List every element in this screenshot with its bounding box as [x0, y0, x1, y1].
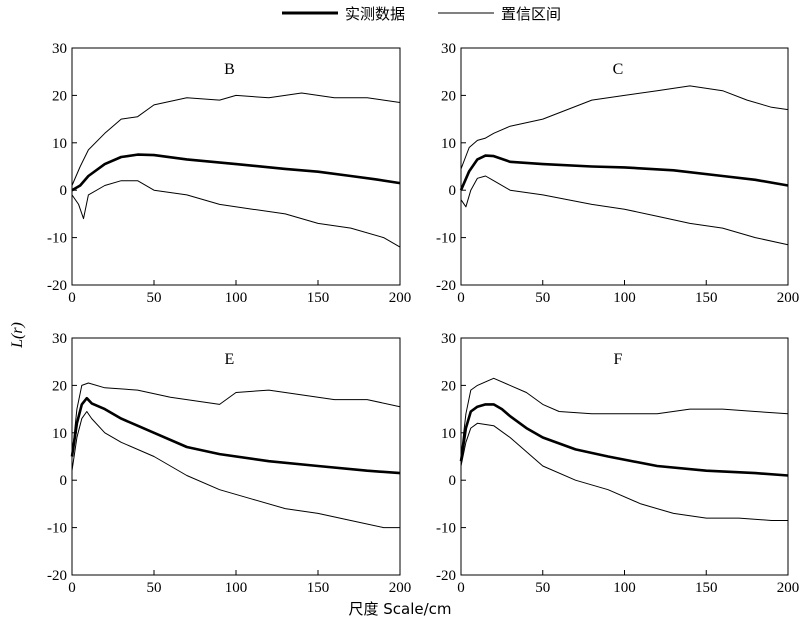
- x-tick-label: 150: [695, 580, 718, 596]
- x-tick-label: 150: [307, 580, 330, 596]
- x-tick-label: 150: [307, 290, 330, 306]
- legend-ci-label: 置信区间: [501, 5, 561, 23]
- panel-c: 0 50 100 150 200 -20 -10 0 10 20 30 C: [436, 41, 799, 306]
- y-tick-label: 0: [449, 473, 457, 489]
- ci-lower-line: [71, 411, 400, 529]
- x-tick-label: 150: [695, 290, 718, 306]
- y-tick-label: 20: [52, 88, 67, 104]
- x-tick-label: 50: [147, 580, 162, 596]
- y-tick-label: -20: [436, 568, 456, 584]
- ci-lower-line: [460, 175, 789, 246]
- y-tick-label: 30: [52, 331, 67, 347]
- y-tick-label: 20: [441, 88, 456, 104]
- y-tick-label: 0: [60, 183, 68, 199]
- panel-e: 0 50 100 150 200 -20 -10 0 10 20 30 E: [47, 331, 411, 596]
- y-tick-label: -20: [47, 278, 67, 294]
- x-axis-label: 尺度 Scale/cm: [348, 600, 451, 618]
- y-tick-label: -10: [47, 521, 67, 537]
- ci-lower-line: [71, 180, 401, 248]
- observed-line: [459, 154, 789, 191]
- y-tick-label: 20: [52, 378, 67, 394]
- ci-upper-line: [460, 377, 789, 457]
- y-tick-label: -20: [47, 568, 67, 584]
- x-tick-label: 200: [777, 290, 800, 306]
- x-tick-label: 0: [457, 580, 465, 596]
- plot-frame: [460, 337, 789, 576]
- observed-line: [71, 153, 401, 192]
- x-tick-label: 200: [777, 580, 800, 596]
- x-tick-label: 50: [535, 290, 550, 306]
- y-tick-label: 30: [441, 331, 456, 347]
- legend-observed-label: 实测数据: [345, 5, 405, 23]
- panel-label: F: [614, 351, 623, 368]
- x-tick-label: 50: [147, 290, 162, 306]
- x-tick-label: 200: [389, 580, 412, 596]
- ci-upper-line: [71, 382, 401, 457]
- x-tick-label: 100: [225, 580, 248, 596]
- observed-line: [70, 396, 401, 475]
- panel-b: 0 50 100 150 200 -20 -10 0 10 20 30 B: [47, 41, 411, 306]
- observed-line: [459, 403, 789, 477]
- x-tick-label: 0: [68, 290, 76, 306]
- ci-upper-line: [460, 85, 789, 170]
- y-tick-label: -10: [47, 231, 67, 247]
- y-tick-label: -20: [436, 278, 456, 294]
- panel-label: E: [225, 351, 235, 368]
- y-tick-label: 0: [60, 473, 68, 489]
- y-tick-label: 20: [441, 378, 456, 394]
- y-tick-label: -10: [436, 231, 456, 247]
- y-tick-label: 10: [52, 136, 67, 152]
- y-tick-label: 30: [52, 41, 67, 57]
- y-axis-label: L(r): [9, 322, 26, 349]
- x-tick-label: 0: [457, 290, 465, 306]
- panel-label: C: [613, 61, 624, 78]
- plot-frame: [71, 47, 401, 286]
- legend: 实测数据 置信区间: [282, 5, 561, 23]
- panel-f: 0 50 100 150 200 -20 -10 0 10 20 30 F: [436, 331, 799, 596]
- x-tick-label: 200: [389, 290, 412, 306]
- x-tick-label: 100: [613, 580, 636, 596]
- ci-lower-line: [460, 422, 788, 521]
- y-tick-label: 0: [449, 183, 457, 199]
- x-tick-label: 0: [68, 580, 76, 596]
- y-tick-label: 10: [441, 426, 456, 442]
- y-tick-label: 30: [441, 41, 456, 57]
- y-tick-label: 10: [52, 426, 67, 442]
- y-tick-label: 10: [441, 136, 456, 152]
- x-tick-label: 50: [535, 580, 550, 596]
- y-tick-label: -10: [436, 521, 456, 537]
- panel-label: B: [224, 61, 235, 78]
- ci-upper-line: [71, 92, 401, 186]
- x-tick-label: 100: [613, 290, 636, 306]
- x-tick-label: 100: [225, 290, 248, 306]
